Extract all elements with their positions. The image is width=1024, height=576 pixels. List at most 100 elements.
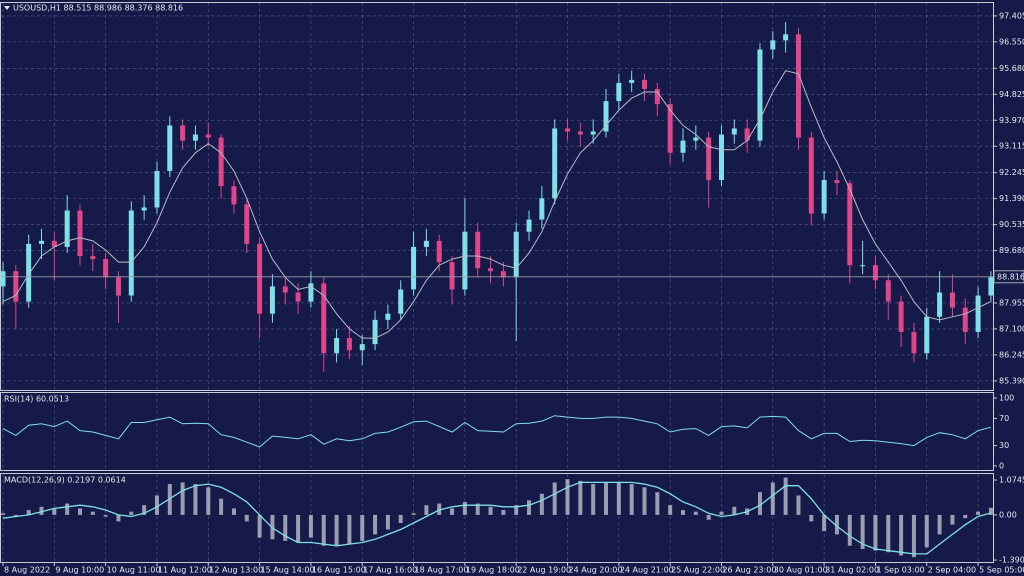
candle-body [770, 40, 776, 50]
macd-bar [398, 514, 403, 524]
macd-bar [988, 507, 993, 515]
macd-bar [231, 508, 236, 515]
price-header: USOUSD,H1 88.515 88.986 88.376 88.816 [13, 4, 183, 13]
macd-bar [308, 514, 313, 538]
macd-bar [296, 514, 301, 543]
y-tick-label: 91.390 [999, 194, 1024, 203]
macd-bar [976, 511, 981, 515]
macd-bar [770, 482, 775, 515]
y-tick-label: 30 [999, 441, 1009, 450]
candle-body [577, 131, 583, 135]
rsi-header: RSI(14) 60.0513 [4, 395, 69, 404]
y-tick-label: 94.825 [999, 90, 1024, 99]
candle-body [462, 231, 468, 290]
macd-bar [257, 514, 262, 538]
macd-bar [283, 514, 288, 541]
candle-body [629, 79, 635, 83]
candle-body [783, 34, 789, 41]
macd-bar [834, 514, 839, 535]
macd-bar [822, 514, 827, 532]
candle-body [988, 277, 994, 296]
macd-bar [142, 505, 147, 515]
macd-bar [642, 487, 647, 515]
candle-body [231, 186, 237, 205]
macd-bar [937, 514, 942, 535]
macd-bar [244, 514, 249, 522]
candle-body [90, 256, 96, 260]
candle-body [475, 231, 481, 269]
candle-body [372, 319, 378, 345]
macd-bar [154, 495, 159, 515]
candle-body [167, 125, 173, 171]
macd-bar [206, 487, 211, 515]
y-tick-label: 96.550 [999, 37, 1024, 46]
candle-body [616, 82, 622, 102]
macd-bar [565, 479, 570, 515]
candle-body [603, 101, 609, 132]
macd-bar [873, 514, 878, 551]
y-tick-label: 0 [999, 461, 1004, 470]
macd-bar [591, 484, 596, 515]
candle-body [359, 344, 365, 351]
y-tick-label: 70 [999, 414, 1009, 423]
candle-body [269, 286, 275, 314]
macd-bar [911, 514, 916, 558]
candle-body [885, 280, 891, 302]
y-tick-label: 90.535 [999, 220, 1024, 229]
candle-body [321, 283, 327, 354]
candle-body [308, 283, 314, 302]
candle-body [847, 183, 853, 266]
rsi-panel-frame [0, 392, 994, 471]
candle-body [449, 262, 455, 290]
macd-bar [693, 511, 698, 515]
y-tick-label: 0.00 [999, 510, 1017, 519]
candle-body [0, 271, 6, 287]
macd-bar [116, 514, 121, 522]
candle-body [642, 79, 647, 89]
y-tick-label: 87.100 [999, 324, 1024, 333]
candle-body [103, 259, 109, 278]
macd-bar [514, 505, 519, 515]
x-tick-label: 15 Aug 14:00 [261, 566, 315, 575]
candle-body [821, 180, 827, 214]
candle-body [141, 207, 147, 211]
candle-body [64, 210, 70, 247]
x-tick-label: 25 Aug 22:00 [671, 566, 725, 575]
macd-bar [616, 482, 621, 515]
current-price-label: 88.816 [997, 272, 1024, 281]
macd-bar [706, 514, 711, 520]
candle-body [911, 331, 917, 354]
candle-body [51, 240, 57, 247]
x-tick-label: 2 Sep 04:00 [928, 566, 976, 575]
x-tick-label: 5 Sep 05:00 [979, 566, 1024, 575]
candle-body [552, 128, 558, 199]
candle-body [937, 292, 943, 317]
macd-bar [809, 514, 814, 522]
macd-bar [13, 514, 18, 517]
y-tick-label: 97.405 [999, 11, 1024, 20]
macd-bar [501, 510, 506, 515]
symbol-menu-icon[interactable] [4, 6, 10, 10]
current-price-box [993, 270, 1024, 284]
macd-bar [924, 514, 929, 548]
macd-bar [373, 514, 378, 535]
y-tick-label: 93.115 [999, 142, 1024, 151]
macd-signal-line [2, 481, 992, 555]
candle-body [834, 180, 840, 184]
x-tick-label: 8 Aug 2022 [4, 566, 50, 575]
candle-body [513, 231, 519, 278]
macd-bar [167, 484, 172, 515]
x-tick-label: 1 Sep 03:00 [876, 566, 924, 575]
candle-body [680, 140, 686, 153]
candle-body [667, 104, 673, 153]
x-tick-label: 12 Aug 13:00 [209, 566, 263, 575]
macd-bar [796, 495, 801, 515]
macd-bar [732, 506, 737, 515]
macd-bar [963, 514, 968, 519]
macd-bar [129, 511, 134, 515]
candle-body [898, 301, 904, 332]
candle-body [808, 137, 814, 214]
candle-body [244, 204, 250, 244]
